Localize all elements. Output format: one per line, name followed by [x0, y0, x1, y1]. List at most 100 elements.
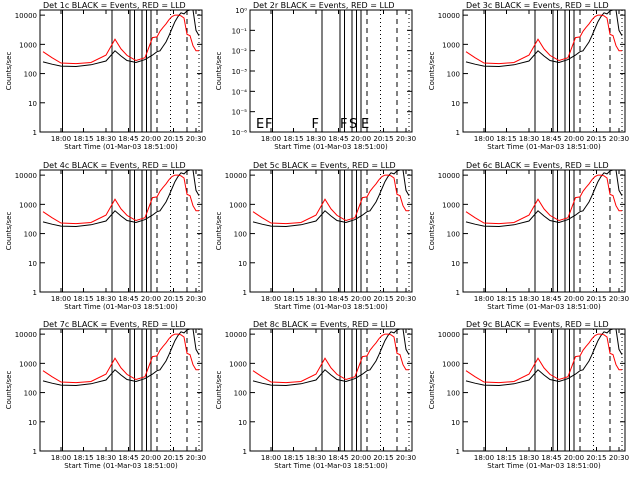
- x-tick-label: 18:45: [328, 454, 348, 462]
- x-tick-label: 18:45: [328, 135, 348, 143]
- events-series-line: [42, 329, 200, 387]
- y-tick-label: 1000: [229, 360, 247, 368]
- attenuator-flag-label: F: [312, 117, 319, 132]
- x-tick-label: 18:30: [306, 135, 326, 143]
- x-tick-label: 20:30: [609, 454, 629, 462]
- attenuator-flag-label: E: [361, 117, 369, 132]
- lld-series-line: [252, 174, 409, 225]
- axes-frame: [462, 169, 626, 293]
- axes-frame: [249, 328, 413, 452]
- x-axis-label: Start Time (01-Mar-03 18:51:00): [64, 462, 178, 470]
- x-tick-label: 20:30: [396, 295, 416, 303]
- x-tick-label: 20:00: [141, 135, 161, 143]
- x-tick-label: 18:00: [51, 454, 71, 462]
- x-tick-label: 18:45: [541, 295, 561, 303]
- x-tick-label: 18:00: [261, 135, 281, 143]
- x-tick-label: 20:00: [564, 454, 584, 462]
- x-tick-label: 18:30: [96, 295, 116, 303]
- x-tick-label: 20:30: [609, 295, 629, 303]
- y-axis-label: Counts/sec: [428, 212, 436, 251]
- y-axis-label: Counts/sec: [215, 212, 223, 251]
- y-tick-label: 10⁻⁶: [232, 129, 248, 137]
- x-tick-label: 18:15: [73, 295, 93, 303]
- panel-title: Det 9c BLACK = Events, RED = LLD: [466, 320, 609, 329]
- x-tick-label: 20:15: [163, 135, 183, 143]
- y-tick-label: 100: [447, 71, 460, 79]
- x-tick-label: 18:00: [51, 135, 71, 143]
- y-tick-label: 10000: [438, 331, 460, 339]
- x-tick-label: 18:00: [261, 454, 281, 462]
- axes-frame: [39, 169, 203, 293]
- y-tick-label: 10000: [438, 12, 460, 20]
- y-tick-label: 100: [234, 231, 247, 239]
- x-axis-label: Start Time (01-Mar-03 18:51:00): [487, 462, 601, 470]
- y-tick-label: 100: [234, 390, 247, 398]
- y-tick-label: 1000: [442, 41, 460, 49]
- x-tick-label: 18:45: [541, 454, 561, 462]
- x-tick-label: 18:30: [306, 295, 326, 303]
- y-tick-label: 10000: [15, 12, 37, 20]
- x-axis-label: Start Time (01-Mar-03 18:51:00): [487, 303, 601, 311]
- y-tick-label: 1000: [442, 201, 460, 209]
- x-tick-label: 18:15: [283, 454, 303, 462]
- events-series-line: [42, 170, 200, 228]
- axes-frame: [39, 328, 203, 452]
- x-tick-label: 18:45: [118, 295, 138, 303]
- x-tick-label: 20:15: [586, 135, 606, 143]
- y-axis-label: Counts/sec: [5, 371, 13, 410]
- events-series-line: [252, 170, 410, 228]
- x-tick-label: 18:00: [474, 454, 494, 462]
- y-tick-label: 10⁻³: [232, 68, 248, 76]
- y-tick-label: 1: [456, 129, 460, 137]
- x-tick-label: 18:15: [283, 295, 303, 303]
- panel-title: Det 8c BLACK = Events, RED = LLD: [253, 320, 396, 329]
- x-tick-label: 20:00: [351, 135, 371, 143]
- y-tick-label: 10: [451, 419, 460, 427]
- x-tick-label: 18:15: [496, 454, 516, 462]
- y-tick-label: 10000: [15, 172, 37, 180]
- x-tick-label: 18:00: [261, 295, 281, 303]
- panel-title: Det 3c BLACK = Events, RED = LLD: [466, 1, 609, 10]
- y-tick-label: 10: [28, 419, 37, 427]
- x-tick-label: 20:00: [141, 295, 161, 303]
- x-tick-label: 18:15: [496, 295, 516, 303]
- x-tick-label: 20:15: [586, 454, 606, 462]
- y-tick-label: 100: [24, 231, 37, 239]
- events-series-line: [465, 329, 623, 387]
- x-tick-label: 20:00: [564, 135, 584, 143]
- x-tick-label: 18:30: [96, 135, 116, 143]
- x-tick-label: 20:30: [396, 454, 416, 462]
- y-tick-label: 100: [447, 390, 460, 398]
- x-tick-label: 20:30: [186, 454, 206, 462]
- y-tick-label: 1: [33, 448, 37, 456]
- x-tick-label: 18:00: [474, 135, 494, 143]
- x-axis-label: Start Time (01-Mar-03 18:51:00): [274, 143, 388, 151]
- x-tick-label: 20:15: [373, 295, 393, 303]
- attenuator-flag-label: F: [265, 117, 272, 132]
- lld-series-line: [42, 333, 199, 384]
- axes-frame: [39, 9, 203, 133]
- x-axis-label: Start Time (01-Mar-03 18:51:00): [274, 303, 388, 311]
- lld-series-line: [42, 174, 199, 225]
- x-tick-label: 18:45: [118, 135, 138, 143]
- y-tick-label: 10: [238, 260, 247, 268]
- y-tick-label: 1: [33, 129, 37, 137]
- x-axis-label: Start Time (01-Mar-03 18:51:00): [487, 143, 601, 151]
- x-tick-label: 20:30: [186, 135, 206, 143]
- x-tick-label: 20:00: [351, 295, 371, 303]
- x-tick-label: 20:30: [396, 135, 416, 143]
- panel-title: Det 6c BLACK = Events, RED = LLD: [466, 161, 609, 170]
- x-axis-label: Start Time (01-Mar-03 18:51:00): [64, 303, 178, 311]
- lld-series-line: [465, 174, 622, 225]
- y-tick-label: 10: [238, 419, 247, 427]
- x-axis-label: Start Time (01-Mar-03 18:51:00): [274, 462, 388, 470]
- panel-title: Det 5c BLACK = Events, RED = LLD: [253, 161, 396, 170]
- attenuator-flag-label: F: [340, 117, 347, 132]
- panel-title: Det 1c BLACK = Events, RED = LLD: [43, 1, 186, 10]
- y-tick-label: 100: [24, 71, 37, 79]
